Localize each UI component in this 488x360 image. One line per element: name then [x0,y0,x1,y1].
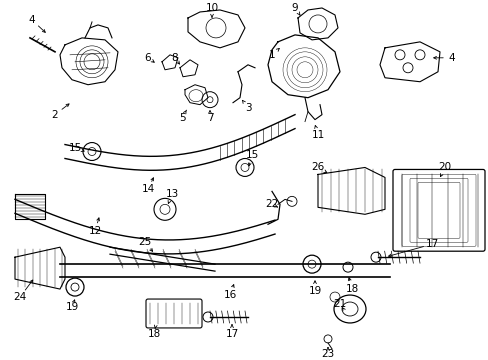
Text: 16: 16 [223,290,236,300]
Text: 8: 8 [171,53,178,63]
Text: 18: 18 [345,284,358,294]
Text: 19: 19 [65,302,79,312]
Text: 5: 5 [178,113,185,123]
Text: 14: 14 [141,184,154,194]
Text: 7: 7 [206,113,213,123]
Text: 4: 4 [29,15,35,25]
Text: 15: 15 [245,149,258,159]
Text: 9: 9 [291,3,298,13]
Text: 19: 19 [308,286,321,296]
Text: 6: 6 [144,53,151,63]
Text: 17: 17 [225,329,238,339]
Text: 23: 23 [321,349,334,359]
Text: 17: 17 [425,239,438,249]
Text: 18: 18 [147,329,160,339]
Text: 10: 10 [205,3,218,13]
Text: 22: 22 [265,199,278,210]
Text: 24: 24 [13,292,26,302]
Text: 20: 20 [438,162,450,172]
Text: 2: 2 [52,110,58,120]
Text: 13: 13 [165,189,178,199]
Text: 26: 26 [311,162,324,172]
Text: 3: 3 [244,103,251,113]
Text: 11: 11 [311,130,324,140]
Text: 15: 15 [68,143,81,153]
Text: 12: 12 [88,226,102,236]
Text: 21: 21 [333,299,346,309]
Text: 1: 1 [268,50,275,60]
Text: 25: 25 [138,237,151,247]
Text: 4: 4 [448,53,454,63]
